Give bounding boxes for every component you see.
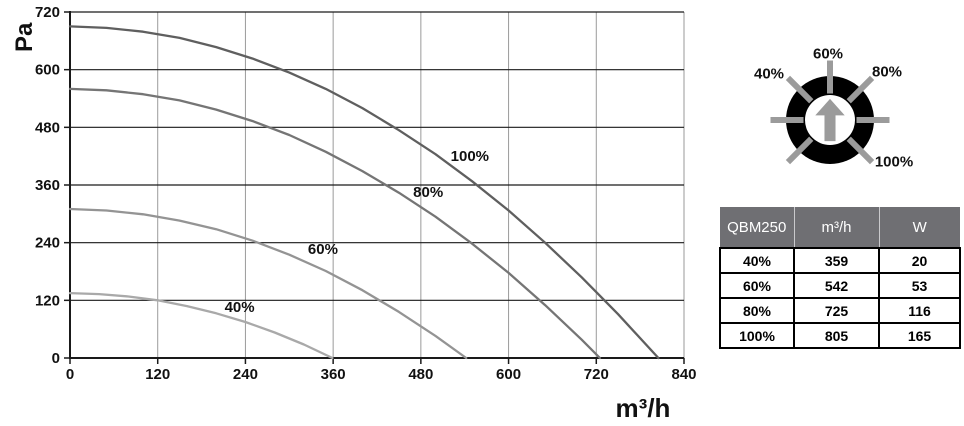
speed-dial-icon xyxy=(770,60,890,165)
x-tick-label: 360 xyxy=(321,366,346,383)
curve-label-40%: 40% xyxy=(225,299,255,316)
table-cell: 80% xyxy=(719,297,795,324)
table-row: 80% 725 116 xyxy=(719,297,961,324)
table-cell: 20 xyxy=(878,247,961,274)
dial-tick xyxy=(770,117,804,123)
curve-60% xyxy=(68,207,468,360)
curve-label-80%: 80% xyxy=(413,184,443,201)
table-cell: 40% xyxy=(719,247,795,274)
table-cell: 53 xyxy=(878,272,961,299)
y-tick-label: 600 xyxy=(35,62,60,79)
spec-table-header: QBM250 m³/h W xyxy=(720,207,960,248)
table-cell: 725 xyxy=(793,297,880,324)
curve-40% xyxy=(68,291,334,360)
spec-table-body: 40% 359 20 60% 542 53 80% 725 116 100% 805 165 xyxy=(719,247,961,349)
curve-label-60%: 60% xyxy=(308,241,338,258)
y-tick-label: 720 xyxy=(35,4,60,21)
table-cell: 165 xyxy=(878,322,961,349)
x-tick-label: 840 xyxy=(671,366,696,383)
y-tick-label: 480 xyxy=(35,119,60,136)
performance-curve-chart: 0 120 240 360 480 600 720 0 120 240 360 480 600 720 84… xyxy=(11,4,697,423)
x-axis-title: m³/h xyxy=(616,393,671,423)
x-tick-label: 0 xyxy=(66,366,74,383)
x-tick-label: 120 xyxy=(145,366,170,383)
y-tick-label: 360 xyxy=(35,177,60,194)
table-cell: 116 xyxy=(878,297,961,324)
spec-table: QBM250 m³/h W 40% 359 20 60% 542 53 80% 725 116 100… xyxy=(719,207,961,349)
y-tick-label: 240 xyxy=(35,235,60,252)
table-cell: 100% xyxy=(719,322,795,349)
dial-face xyxy=(805,95,855,145)
x-tick-label: 600 xyxy=(496,366,521,383)
arrow-up-icon xyxy=(815,98,845,142)
spec-table-col-2: W xyxy=(879,207,960,248)
dial-tick xyxy=(827,60,833,94)
spec-table-col-0: QBM250 xyxy=(720,207,795,248)
table-row: 40% 359 20 xyxy=(719,247,961,274)
table-cell: 60% xyxy=(719,272,795,299)
table-row: 60% 542 53 xyxy=(719,272,961,299)
y-tick-label: 120 xyxy=(35,292,60,309)
dial-label-60%: 60% xyxy=(812,45,844,63)
table-cell: 805 xyxy=(793,322,880,349)
dial-label-40%: 40% xyxy=(753,65,785,83)
table-cell: 542 xyxy=(793,272,880,299)
x-tick-label: 720 xyxy=(584,366,609,383)
dial-label-100%: 100% xyxy=(874,153,914,171)
curve-100% xyxy=(68,25,660,360)
dial-tick xyxy=(856,117,890,123)
dial-label-80%: 80% xyxy=(871,63,903,81)
x-tick-label: 240 xyxy=(233,366,258,383)
y-axis-title: Pa xyxy=(11,22,38,52)
y-tick-label: 0 xyxy=(52,350,60,367)
curve-80% xyxy=(68,87,602,360)
x-tick-label: 480 xyxy=(408,366,433,383)
curve-label-100%: 100% xyxy=(451,148,489,165)
spec-table-col-1: m³/h xyxy=(794,207,880,248)
table-cell: 359 xyxy=(793,247,880,274)
table-row: 100% 805 165 xyxy=(719,322,961,349)
